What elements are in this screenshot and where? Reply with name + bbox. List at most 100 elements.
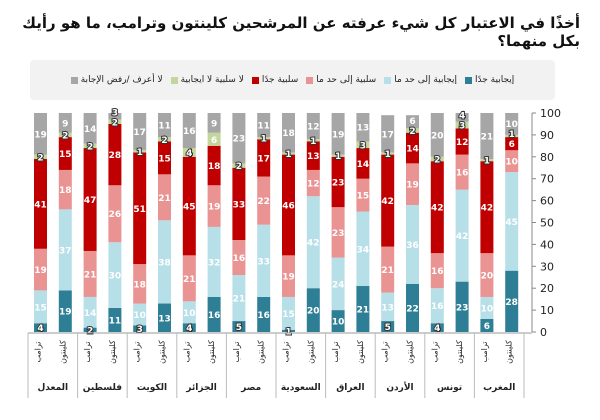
bar-segment [232, 275, 246, 322]
bar-segment [406, 283, 419, 332]
candidate-label: ترامب [282, 341, 291, 362]
data-label: 16 [431, 267, 444, 277]
data-label: 1 [335, 152, 341, 162]
data-label: 4 [459, 112, 465, 122]
bar-segment [505, 113, 519, 135]
data-label: 13 [357, 124, 370, 134]
bar-segment [257, 176, 271, 225]
candidate-label: ترامب [480, 341, 489, 362]
data-label: 1 [385, 150, 391, 160]
bar-segment [83, 143, 97, 149]
legend-item: لا سلبية لا ايجابية [170, 75, 244, 85]
bar-segment [232, 113, 246, 164]
data-label: 32 [208, 258, 221, 268]
bar-segment [133, 325, 147, 332]
bar-segment [480, 113, 494, 159]
data-label: 14 [84, 309, 97, 319]
legend-label: لا أعرف /رفض الإجابة [80, 75, 163, 85]
y-tick-label: 70 [540, 173, 554, 186]
data-label: 2 [434, 155, 440, 165]
bar-segment [83, 327, 97, 332]
candidate-label: كلينتون [356, 340, 365, 364]
data-label: 21 [381, 266, 394, 276]
data-label: 14 [406, 145, 419, 155]
bar-segment [207, 145, 221, 186]
data-label: 2 [87, 142, 93, 152]
legend-item: إيجابية إلى حد ما [384, 75, 457, 85]
bar-segment [381, 321, 395, 332]
candidate-label: ترامب [34, 341, 43, 362]
data-label: 18 [208, 162, 221, 172]
legend-item: سلبية جدًا [251, 75, 298, 85]
data-label: 9 [211, 119, 217, 129]
group-label: المعدل [38, 383, 69, 393]
bar-segment [430, 156, 444, 162]
data-label: 6 [484, 322, 490, 332]
y-tick-label: 0 [540, 326, 547, 339]
candidate-label: كلينتون [505, 340, 514, 364]
data-label: 1 [310, 137, 316, 147]
bar-segment [331, 156, 345, 208]
data-label: 13 [307, 152, 320, 162]
candidate-label: ترامب [430, 341, 439, 362]
data-label: 11 [109, 316, 122, 326]
bar-segment [381, 292, 395, 322]
bar-segment [158, 137, 171, 142]
data-label: 4 [186, 324, 192, 334]
bar-segment [306, 139, 320, 142]
bar-segment [108, 307, 122, 332]
legend-label: إيجابية إلى حد ما [394, 75, 458, 85]
data-label: 5 [385, 323, 391, 333]
data-label: 3 [360, 141, 366, 151]
data-label: 10 [481, 304, 494, 314]
group-label: الكويت [137, 383, 167, 393]
bar-segment [158, 174, 171, 221]
bar-segment [158, 303, 171, 332]
bar-segment [207, 296, 221, 332]
bar-segment [232, 240, 246, 276]
data-label: 11 [158, 122, 171, 132]
bar-segment [455, 154, 469, 190]
candidate-label: كلينتون [207, 340, 216, 364]
data-label: 12 [456, 138, 469, 148]
data-label: 21 [84, 270, 97, 280]
bar-segment [257, 113, 271, 138]
candidate-label: ترامب [133, 341, 142, 362]
bar-segment [133, 113, 147, 151]
bar-segment [430, 253, 444, 289]
data-label: 42 [456, 232, 469, 242]
bar-segment [257, 137, 271, 140]
data-label: 14 [84, 125, 97, 135]
candidate-label: كلينتون [406, 340, 415, 364]
data-label: 45 [505, 218, 518, 228]
y-tick-label: 10 [540, 304, 554, 317]
bar-segment [505, 137, 519, 151]
data-label: 51 [133, 205, 146, 215]
bar-segment [505, 172, 519, 271]
bar-segment [381, 154, 395, 247]
data-label: 21 [481, 132, 494, 142]
bar-segment [133, 303, 147, 326]
bar-segment [282, 113, 295, 153]
data-label: 23 [233, 135, 246, 145]
data-label: 19 [34, 266, 47, 276]
y-tick-label: 100 [540, 107, 561, 120]
bar-segment [182, 148, 196, 157]
chart-title: أخذًا في الاعتبار كل شيء عرفته عن المرشح… [22, 14, 580, 50]
bar-segment [455, 189, 469, 282]
legend-swatch [170, 76, 178, 84]
bar-segment [34, 290, 47, 324]
y-tick-label: 40 [540, 238, 554, 251]
bar-segment [282, 329, 295, 332]
data-label: 10 [505, 120, 518, 130]
bar-segment [182, 301, 196, 324]
bar-segment [306, 196, 320, 289]
group-label: فلسطين [83, 383, 122, 393]
group-label: مصر [240, 383, 261, 393]
y-tick-label: 20 [540, 282, 554, 295]
bar-segment [455, 128, 469, 155]
group-label: تونس [437, 383, 462, 393]
data-label: 22 [406, 304, 419, 314]
candidate-label: كلينتون [306, 340, 315, 364]
